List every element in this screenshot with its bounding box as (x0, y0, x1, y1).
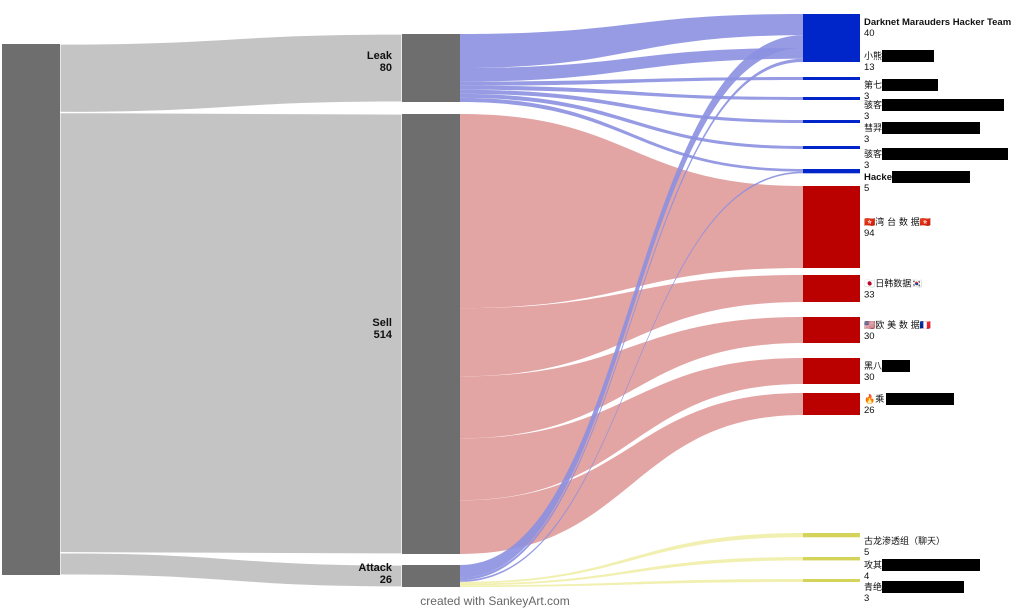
target-label-6: Hacke (864, 172, 892, 183)
target-value-5: 3 (864, 160, 869, 171)
stage-value-leak: 80 (380, 62, 392, 74)
stage-node-sell (402, 114, 460, 554)
target-label-9: 🇺🇸欧 美 数 据🇫🇷 (864, 319, 931, 331)
target-value-7: 94 (864, 228, 875, 239)
target-label-4: 彗羿 (864, 122, 882, 134)
target-node-5 (803, 146, 860, 149)
redaction-bar (882, 122, 980, 134)
link-source-to-sell (59, 111, 403, 555)
redaction-bar (882, 50, 934, 62)
nodes (2, 14, 860, 587)
target-links (460, 14, 803, 587)
stage-node-leak (402, 34, 460, 102)
link-leak-to-target-1 (460, 48, 803, 82)
link-leak-to-target-6 (460, 97, 803, 172)
link-leak-to-target-5 (460, 93, 803, 149)
target-value-13: 4 (864, 571, 869, 582)
target-value-4: 3 (864, 134, 869, 145)
target-label-10: 黑八 (864, 361, 882, 372)
redaction-bar (882, 148, 1008, 160)
target-label-3: 骇客 (864, 99, 882, 111)
link-attack-to-target-14 (460, 579, 803, 587)
target-label-2: 第七 (864, 79, 882, 91)
target-node-2 (803, 77, 860, 80)
target-value-14: 3 (864, 593, 869, 604)
target-value-1: 13 (864, 62, 875, 73)
link-attack-to-target-6 (460, 171, 803, 582)
link-sell-to-target-10 (460, 358, 803, 501)
target-node-8 (803, 275, 860, 302)
target-label-0: Darknet Marauders Hacker Team (864, 17, 1011, 28)
target-label-5: 骇客 (864, 148, 882, 160)
link-attack-to-target-0 (460, 35, 803, 578)
target-node-10 (803, 358, 860, 384)
target-node-13 (803, 557, 860, 561)
target-value-6: 5 (864, 183, 869, 194)
target-label-1: 小熊 (864, 50, 882, 62)
target-value-3: 3 (864, 111, 869, 122)
stage-label-sell: Sell (372, 317, 392, 329)
link-sell-to-target-8 (460, 275, 803, 377)
link-source-to-leak (59, 33, 403, 114)
target-value-9: 30 (864, 331, 875, 342)
target-value-0: 40 (864, 28, 875, 39)
link-sell-to-target-9 (460, 317, 803, 439)
redaction-bar (882, 360, 910, 372)
source-node (2, 44, 60, 575)
link-attack-to-target-13 (460, 557, 803, 586)
redaction-bar (882, 559, 980, 571)
target-node-9 (803, 317, 860, 343)
link-attack-to-target-1 (460, 58, 803, 581)
link-attack-to-target-12 (460, 533, 803, 584)
target-node-12 (803, 533, 860, 538)
link-leak-to-target-2 (460, 77, 803, 86)
link-leak-to-target-4 (460, 89, 803, 123)
target-label-8: 🇯🇵日韩数据🇰🇷 (864, 278, 922, 290)
stage-value-attack: 26 (380, 574, 392, 586)
target-node-0 (803, 14, 860, 48)
target-label-13: 攻其 (864, 559, 882, 571)
target-value-12: 5 (864, 547, 869, 558)
target-node-14 (803, 579, 860, 582)
stage-node-attack (402, 565, 460, 587)
target-node-1 (803, 48, 860, 62)
stage-label-attack: Attack (358, 562, 393, 574)
link-sell-to-target-7 (460, 114, 803, 309)
target-node-6 (803, 169, 860, 174)
stage-label-leak: Leak (367, 50, 393, 62)
target-label-14: 青绝 (864, 581, 882, 593)
target-label-7: 🇭🇰湾 台 数 据🇭🇰 (864, 216, 931, 228)
credit-text: created with SankeyArt.com (420, 594, 570, 608)
source-links (59, 33, 403, 588)
target-node-11 (803, 393, 860, 415)
redaction-bar (892, 171, 970, 183)
target-value-8: 33 (864, 290, 875, 301)
redaction-bar (882, 99, 1004, 111)
target-node-4 (803, 120, 860, 123)
target-label-12: 古龙渗透组（聊天） (864, 535, 945, 547)
redaction-bar (882, 79, 938, 91)
target-value-2: 3 (864, 91, 869, 102)
link-source-to-attack (59, 552, 403, 588)
stage-value-sell: 514 (374, 329, 393, 341)
target-label-11: 🔥乘 (864, 393, 884, 405)
link-leak-to-target-0 (460, 14, 803, 68)
redaction-bar (886, 393, 954, 405)
target-value-10: 30 (864, 372, 875, 383)
redaction-bar (882, 581, 964, 593)
target-value-11: 26 (864, 405, 875, 416)
target-node-3 (803, 97, 860, 100)
target-node-7 (803, 186, 860, 268)
